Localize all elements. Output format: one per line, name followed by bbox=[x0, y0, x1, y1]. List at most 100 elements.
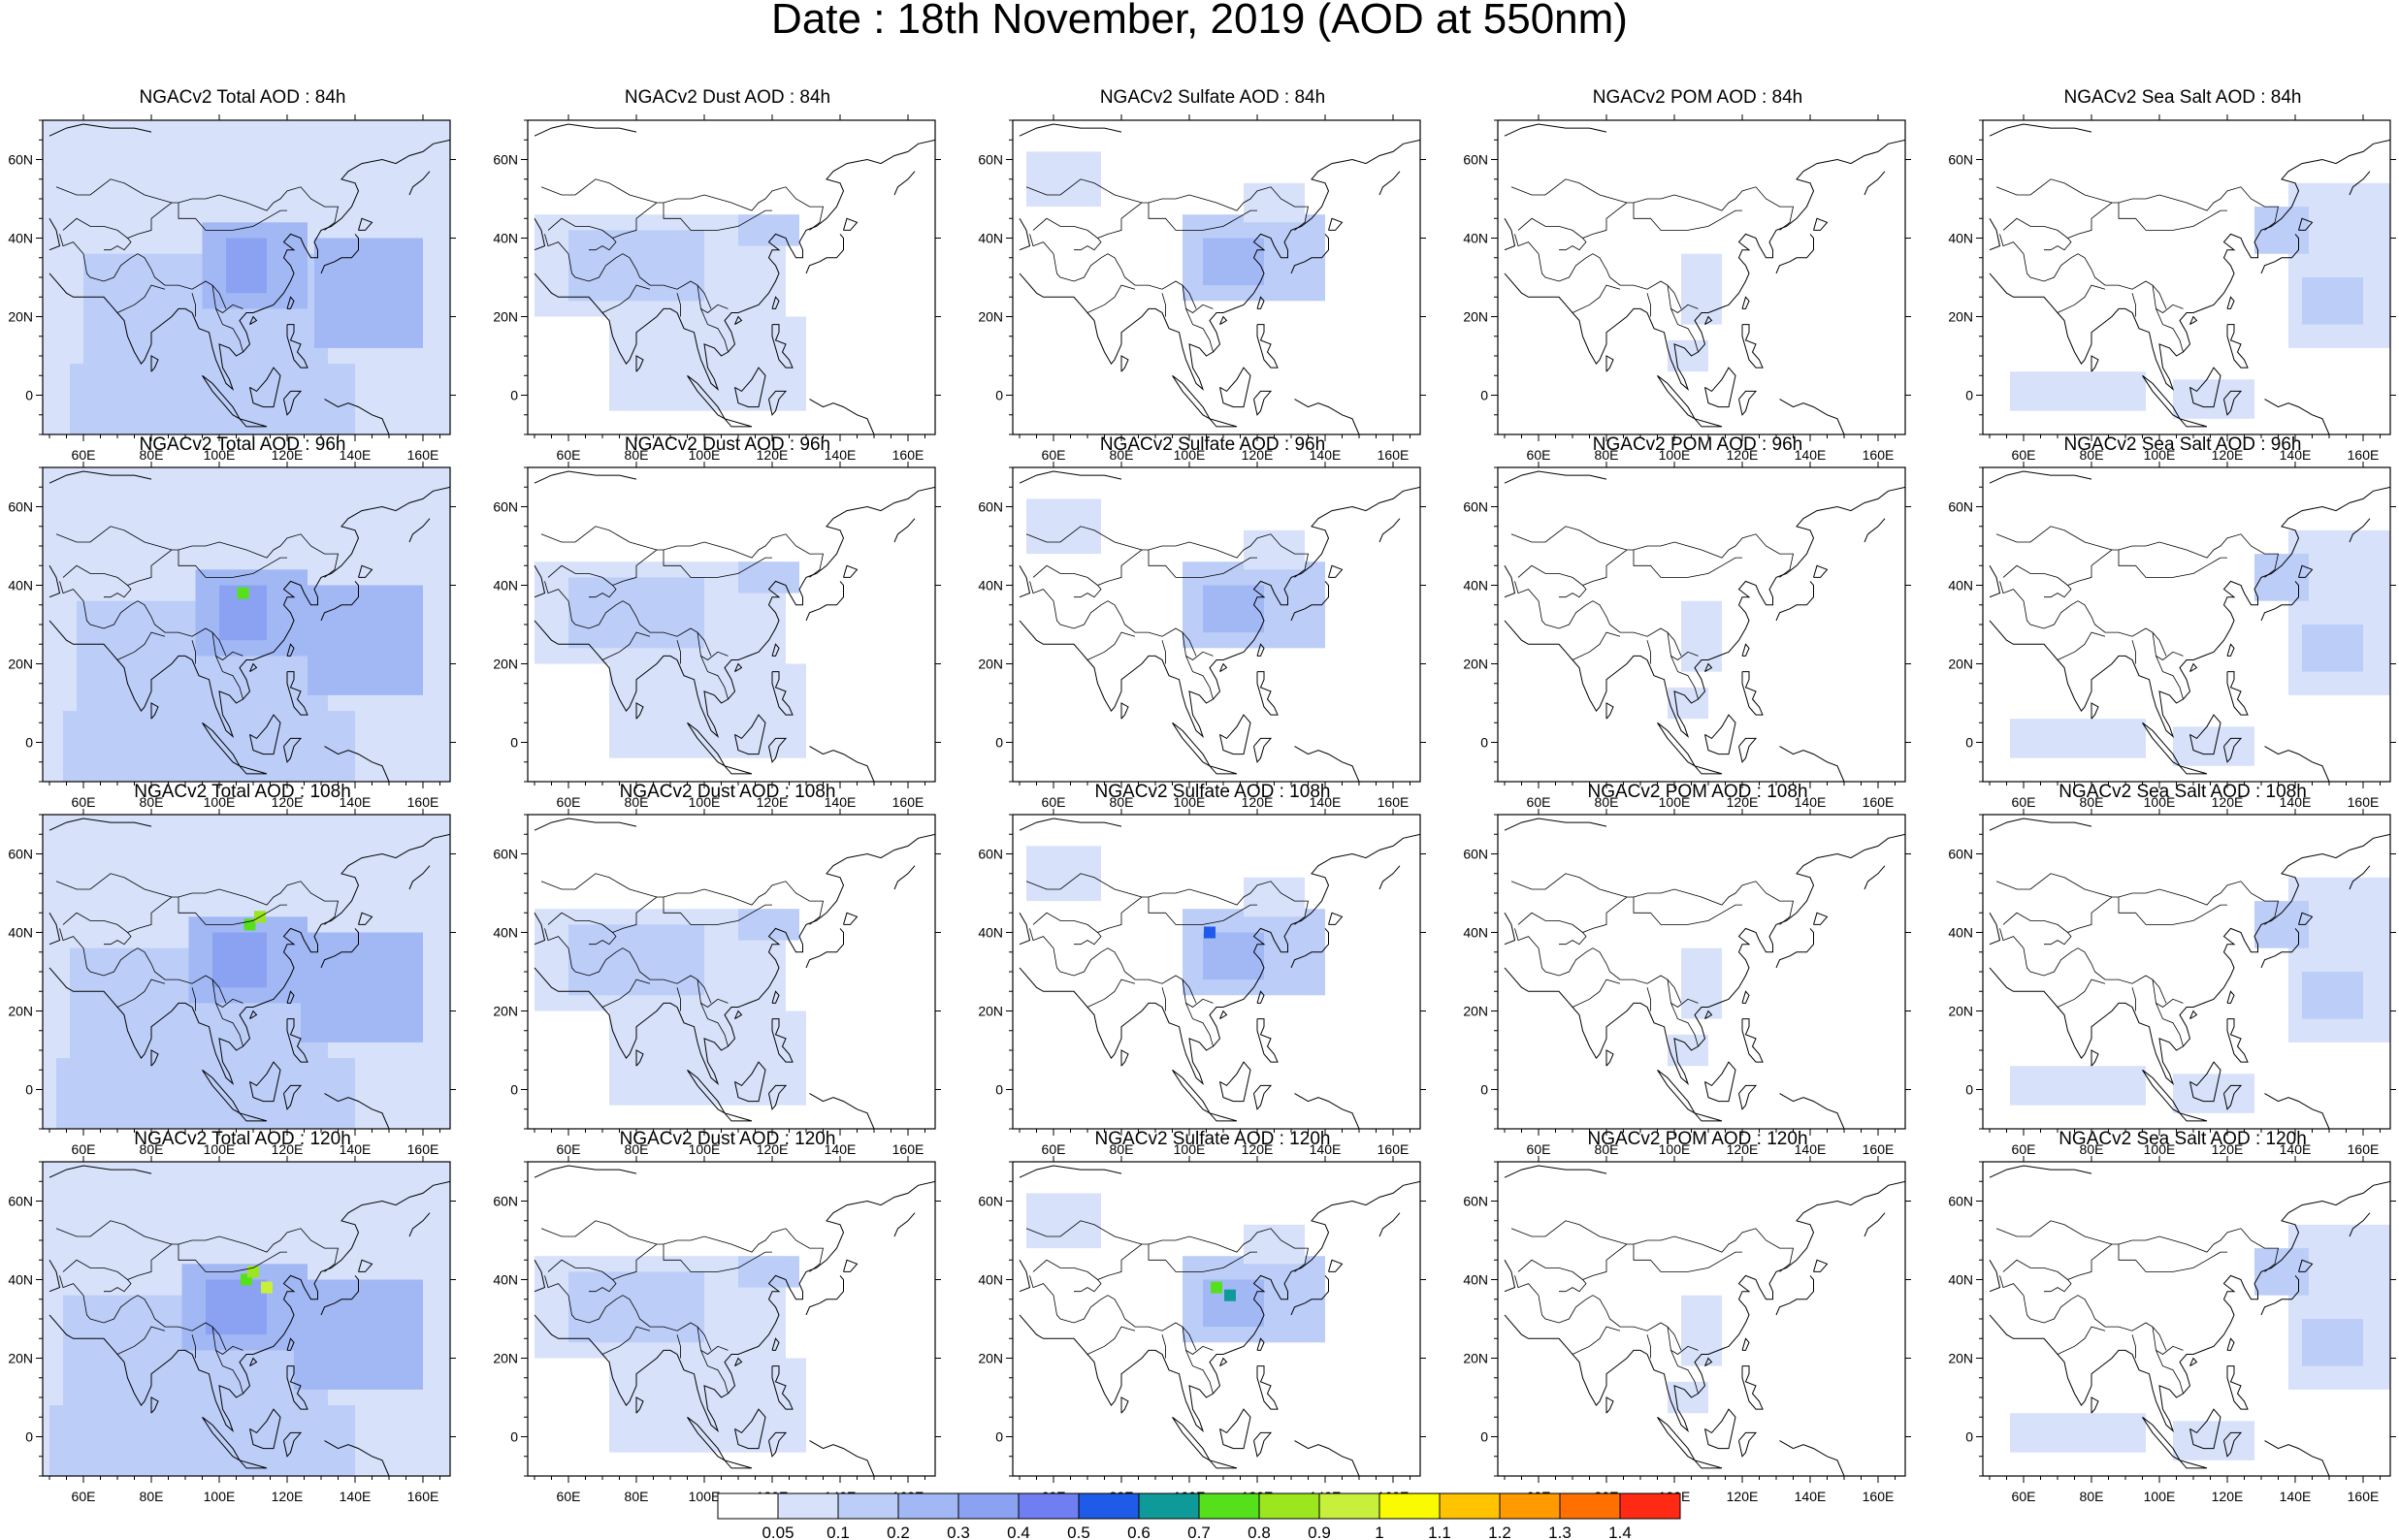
coastline bbox=[1657, 1416, 1697, 1462]
aod-field bbox=[568, 230, 704, 302]
colorbar-label: 0.05 bbox=[762, 1524, 794, 1540]
lat-tick-label: 60N bbox=[1948, 1194, 1973, 1209]
lat-tick-label: 20N bbox=[493, 1004, 518, 1019]
coastline bbox=[408, 171, 431, 196]
coastline bbox=[724, 765, 753, 775]
colorbar-label: 0.6 bbox=[1127, 1524, 1151, 1540]
lon-tick-label: 120E bbox=[1242, 794, 1274, 810]
coastline bbox=[893, 865, 916, 890]
lon-tick-label: 140E bbox=[1795, 447, 1827, 463]
country-border bbox=[2152, 631, 2167, 657]
lat-tick-label: 0 bbox=[510, 388, 518, 403]
colorbar-label: 0.3 bbox=[947, 1524, 970, 1540]
lon-tick-label: 100E bbox=[204, 1141, 236, 1157]
country-border bbox=[1670, 656, 1699, 700]
lat-tick-label: 40N bbox=[1463, 1272, 1488, 1288]
coastline bbox=[1605, 702, 1614, 720]
country-border bbox=[1074, 238, 1102, 251]
country-border bbox=[1572, 979, 1621, 1008]
lat-tick-label: 40N bbox=[8, 925, 33, 941]
country-border bbox=[567, 1295, 729, 1355]
coastline bbox=[1989, 565, 2001, 598]
coastline bbox=[1864, 1212, 1886, 1237]
coastline bbox=[1694, 765, 1723, 775]
country-border bbox=[1185, 1003, 1214, 1047]
aod-hotspot bbox=[237, 587, 249, 599]
country-border bbox=[2131, 640, 2136, 664]
coastline bbox=[1256, 1365, 1279, 1410]
coastline bbox=[1172, 374, 1212, 421]
coastline bbox=[324, 1093, 390, 1129]
lat-tick-label: 60N bbox=[978, 499, 1003, 515]
lon-tick-label: 160E bbox=[2348, 794, 2380, 810]
coastline bbox=[2223, 737, 2243, 763]
country-border bbox=[104, 585, 132, 598]
country-border bbox=[1538, 600, 1699, 660]
lat-tick-label: 0 bbox=[1480, 735, 1488, 751]
coastline bbox=[49, 139, 450, 391]
country-border bbox=[1559, 932, 1587, 946]
coastline bbox=[2189, 1010, 2198, 1020]
country-border bbox=[55, 178, 173, 204]
coastline bbox=[1219, 1061, 1251, 1103]
country-border bbox=[2156, 1003, 2184, 1047]
country-border bbox=[178, 897, 287, 925]
lat-tick-label: 60N bbox=[493, 499, 518, 515]
coastline bbox=[249, 1408, 281, 1450]
lat-tick-label: 20N bbox=[8, 1004, 33, 1019]
coastline bbox=[49, 833, 450, 1085]
coastline bbox=[1290, 1275, 1329, 1316]
panel-title: NGACv2 Sulfate AOD : 96h bbox=[1099, 434, 1326, 455]
country-border bbox=[1029, 581, 1054, 601]
coastline bbox=[283, 390, 303, 416]
coastline bbox=[1989, 139, 2390, 391]
colorbar-swatch bbox=[717, 1492, 779, 1520]
country-border bbox=[1029, 928, 1054, 948]
lon-tick-label: 100E bbox=[2144, 794, 2176, 810]
lon-tick-label: 160E bbox=[2348, 1489, 2380, 1504]
country-border bbox=[1025, 178, 1143, 204]
lon-tick-label: 120E bbox=[1727, 447, 1759, 463]
lat-tick-label: 0 bbox=[1480, 388, 1488, 403]
coastline bbox=[1989, 218, 2001, 251]
aod-field bbox=[2302, 277, 2363, 325]
lon-tick-label: 80E bbox=[2080, 794, 2104, 810]
lon-tick-label: 140E bbox=[1795, 1489, 1827, 1504]
panel-title: NGACv2 Sulfate AOD : 108h bbox=[1094, 782, 1331, 802]
coastline bbox=[1657, 722, 1697, 768]
country-border bbox=[676, 1334, 681, 1359]
lat-tick-label: 0 bbox=[1480, 1082, 1488, 1098]
country-border bbox=[2057, 284, 2106, 313]
lon-tick-label: 160E bbox=[1378, 447, 1410, 463]
lon-tick-label: 160E bbox=[407, 1489, 439, 1504]
coastline bbox=[1019, 833, 1420, 1085]
lat-tick-label: 40N bbox=[1948, 231, 1973, 246]
coastline bbox=[1209, 1460, 1238, 1469]
lat-tick-label: 0 bbox=[510, 735, 518, 751]
coastline bbox=[1019, 470, 1122, 484]
lat-tick-label: 60N bbox=[978, 1194, 1003, 1209]
coastline bbox=[809, 746, 875, 782]
lon-tick-label: 140E bbox=[340, 1489, 372, 1504]
lon-tick-label: 80E bbox=[625, 1141, 649, 1157]
coastline bbox=[1120, 355, 1129, 372]
country-border bbox=[1053, 947, 1214, 1008]
lon-tick-label: 140E bbox=[1310, 447, 1342, 463]
country-border bbox=[2118, 1244, 2227, 1272]
country-border bbox=[104, 1279, 132, 1293]
country-border bbox=[540, 178, 658, 204]
lon-tick-label: 60E bbox=[72, 1489, 96, 1504]
aod-field bbox=[738, 909, 799, 941]
lat-tick-label: 40N bbox=[1463, 578, 1488, 594]
country-border bbox=[215, 1350, 243, 1395]
coastline bbox=[771, 296, 780, 309]
lat-tick-label: 20N bbox=[1948, 1351, 1973, 1366]
country-border bbox=[59, 928, 84, 948]
coastline bbox=[1019, 123, 1122, 137]
lon-tick-label: 160E bbox=[2348, 1141, 2380, 1157]
coastline bbox=[1290, 581, 1329, 622]
